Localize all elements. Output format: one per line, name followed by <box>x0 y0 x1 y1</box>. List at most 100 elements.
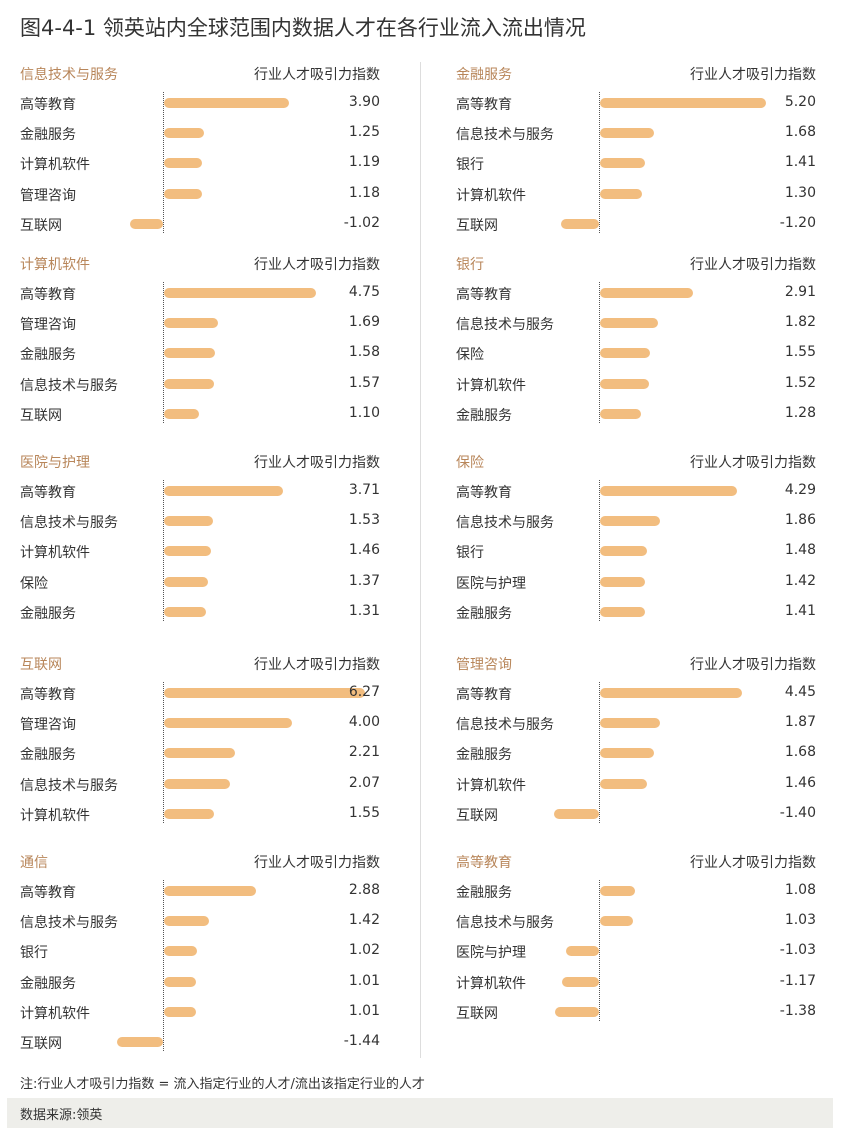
category-label: 银行 <box>456 157 484 174</box>
bar-row: 互联网 -1.02 <box>20 213 380 243</box>
bar-row: 高等教育 3.90 <box>20 92 380 122</box>
bar <box>600 546 648 557</box>
value-label: 1.82 <box>784 314 816 331</box>
category-label: 互联网 <box>20 407 62 424</box>
bar-rows: 高等教育 2.91 信息技术与服务 1.82 保险 1.55 计算机软件 1.52 金融服务 1.… <box>456 282 816 433</box>
bar-row: 高等教育 3.71 <box>20 480 380 510</box>
bar <box>164 98 289 108</box>
bar-rows: 高等教育 3.71 信息技术与服务 1.53 计算机软件 1.46 保险 1.37 金融服务 1.… <box>20 480 380 631</box>
bar <box>164 408 200 419</box>
category-label: 高等教育 <box>456 97 512 113</box>
value-label: 1.55 <box>784 344 816 361</box>
category-label: 互联网 <box>20 1035 62 1052</box>
bar <box>164 318 219 329</box>
bar-row: 金融服务 1.08 <box>456 880 816 910</box>
bar-rows: 高等教育 6.27 管理咨询 4.00 金融服务 2.21 信息技术与服务 2.07 计算机软件… <box>20 682 380 833</box>
metric-label: 行业人才吸引力指数 <box>254 657 380 673</box>
bar <box>600 158 646 169</box>
bar-row: 高等教育 6.27 <box>20 682 380 712</box>
category-label: 金融服务 <box>20 605 76 622</box>
bar-row: 保险 1.55 <box>456 342 816 372</box>
bar <box>164 128 204 139</box>
bar-row: 银行 1.02 <box>20 940 380 970</box>
panel-header: 金融服务 行业人才吸引力指数 <box>456 62 816 92</box>
bar-row: 计算机软件 1.46 <box>20 540 380 570</box>
panel-title: 互联网 <box>20 657 62 673</box>
category-label: 高等教育 <box>20 287 76 303</box>
value-label: 1.01 <box>348 972 380 989</box>
bar <box>164 516 213 527</box>
value-label: 4.00 <box>348 714 380 731</box>
category-label: 高等教育 <box>456 485 512 501</box>
bar-row: 医院与护理 1.42 <box>456 571 816 601</box>
bar <box>600 408 641 419</box>
category-label: 高等教育 <box>456 687 512 703</box>
bar-row: 信息技术与服务 1.57 <box>20 373 380 403</box>
bar-row: 管理咨询 1.18 <box>20 183 380 213</box>
category-label: 计算机软件 <box>456 187 526 204</box>
bar <box>164 348 215 359</box>
bar <box>600 748 654 759</box>
category-label: 管理咨询 <box>20 187 76 204</box>
value-label: 1.52 <box>784 374 816 391</box>
value-label: -1.03 <box>779 942 816 959</box>
bar-row: 医院与护理 -1.03 <box>456 940 816 970</box>
bar-row: 信息技术与服务 1.68 <box>456 122 816 152</box>
category-label: 金融服务 <box>20 347 76 364</box>
value-label: 1.01 <box>348 1002 380 1019</box>
bar <box>164 886 257 896</box>
bar <box>164 808 214 819</box>
metric-label: 行业人才吸引力指数 <box>690 257 816 273</box>
value-label: -1.38 <box>779 1002 816 1019</box>
bar <box>164 546 211 557</box>
bar <box>600 718 660 729</box>
bar-row: 金融服务 1.28 <box>456 403 816 433</box>
bar <box>600 288 694 298</box>
bar <box>600 486 738 496</box>
category-label: 金融服务 <box>456 747 512 764</box>
bar-row: 管理咨询 4.00 <box>20 712 380 742</box>
value-label: 4.29 <box>784 482 816 498</box>
category-label: 计算机软件 <box>20 157 90 174</box>
category-label: 计算机软件 <box>456 377 526 394</box>
bar-row: 金融服务 1.68 <box>456 742 816 772</box>
value-label: -1.02 <box>343 214 380 231</box>
bar-row: 银行 1.48 <box>456 540 816 570</box>
bar-row: 高等教育 5.20 <box>456 92 816 122</box>
bar-rows: 高等教育 4.75 管理咨询 1.69 金融服务 1.58 信息技术与服务 1.57 互联网 1.… <box>20 282 380 433</box>
metric-label: 行业人才吸引力指数 <box>254 455 380 471</box>
zero-axis-line <box>599 480 600 621</box>
category-label: 互联网 <box>456 807 498 824</box>
value-label: 1.08 <box>784 882 816 898</box>
value-label: 2.07 <box>348 774 380 791</box>
category-label: 保险 <box>456 347 484 364</box>
category-label: 管理咨询 <box>20 717 76 734</box>
bar-row: 银行 1.41 <box>456 152 816 182</box>
bar <box>164 576 208 587</box>
bar <box>164 718 292 729</box>
category-label: 金融服务 <box>456 885 512 901</box>
panel-title: 通信 <box>20 855 48 871</box>
bar-rows: 高等教育 4.45 信息技术与服务 1.87 金融服务 1.68 计算机软件 1.46 互联网 -… <box>456 682 816 833</box>
bar <box>561 976 599 987</box>
metric-label: 行业人才吸引力指数 <box>254 67 380 83</box>
category-label: 互联网 <box>456 1005 498 1022</box>
bar-row: 互联网 -1.20 <box>456 213 816 243</box>
bar <box>600 886 635 896</box>
value-label: 2.88 <box>348 882 380 898</box>
bar <box>600 516 660 527</box>
value-label: 2.91 <box>784 284 816 300</box>
bar <box>600 318 659 329</box>
category-label: 保险 <box>20 575 48 592</box>
chart-panel: 银行 行业人才吸引力指数 高等教育 2.91 信息技术与服务 1.82 保险 1.55 计算机软… <box>456 252 816 433</box>
value-label: 1.55 <box>348 804 380 821</box>
zero-axis-line <box>599 682 600 823</box>
bar-row: 计算机软件 1.46 <box>456 773 816 803</box>
chart-panel: 互联网 行业人才吸引力指数 高等教育 6.27 管理咨询 4.00 金融服务 2.21 信息技术… <box>20 652 380 833</box>
value-label: 5.20 <box>784 94 816 110</box>
panel-title: 银行 <box>456 257 484 273</box>
category-label: 医院与护理 <box>456 945 526 962</box>
bar-row: 金融服务 2.21 <box>20 742 380 772</box>
value-label: 1.46 <box>348 542 380 559</box>
category-label: 高等教育 <box>20 885 76 901</box>
